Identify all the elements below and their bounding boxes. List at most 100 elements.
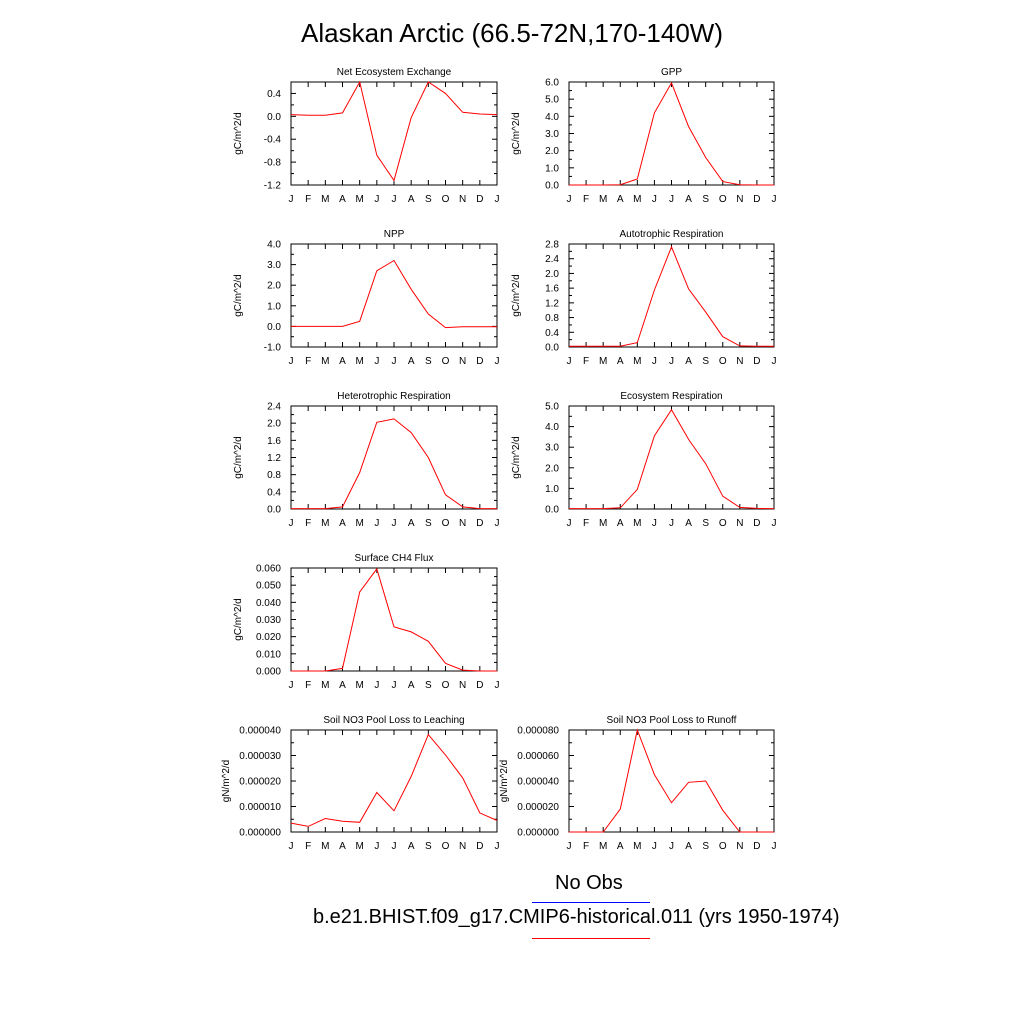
y-tick-label: 3.0 — [545, 129, 559, 140]
legend-obs-label: No Obs — [555, 872, 623, 894]
x-tick-label: M — [633, 518, 641, 529]
y-tick-label: 0.000000 — [517, 828, 559, 839]
y-tick-label: 2.0 — [267, 419, 281, 430]
y-tick-label: 0.060 — [256, 564, 281, 575]
y-tick-label: 1.2 — [545, 298, 559, 309]
y-tick-label: 0.000030 — [239, 751, 281, 762]
y-tick-label: 0.000 — [256, 667, 281, 678]
y-tick-label: -0.8 — [264, 158, 282, 169]
series-line — [291, 418, 497, 510]
x-tick-label: M — [599, 356, 607, 367]
x-tick-label: M — [321, 518, 329, 529]
x-tick-label: M — [599, 518, 607, 529]
x-tick-label: J — [495, 194, 500, 205]
x-tick-label: O — [442, 194, 450, 205]
y-tick-label: 2.0 — [545, 463, 559, 474]
y-tick-label: 0.0 — [545, 181, 559, 192]
x-tick-label: J — [289, 841, 294, 852]
x-tick-label: F — [305, 194, 311, 205]
x-tick-label: M — [355, 518, 363, 529]
x-tick-label: J — [652, 841, 657, 852]
x-tick-label: J — [289, 518, 294, 529]
x-tick-label: N — [459, 841, 466, 852]
x-tick-label: J — [374, 680, 379, 691]
y-tick-label: 1.6 — [545, 284, 559, 295]
y-tick-label: 1.0 — [545, 163, 559, 174]
x-tick-label: J — [495, 680, 500, 691]
y-axis-label: gC/m^2/d — [511, 274, 522, 317]
series-line — [569, 245, 774, 347]
y-tick-label: 0.020 — [256, 632, 281, 643]
x-tick-label: J — [567, 518, 572, 529]
x-tick-label: J — [392, 680, 397, 691]
series-line — [569, 81, 774, 186]
x-tick-label: D — [476, 680, 483, 691]
y-tick-label: 0.0 — [267, 505, 281, 516]
chart-title: Net Ecosystem Exchange — [337, 67, 452, 78]
y-tick-label: 0.4 — [545, 328, 559, 339]
y-tick-label: -1.0 — [264, 343, 282, 354]
x-tick-label: S — [425, 356, 432, 367]
y-tick-label: 4.0 — [267, 240, 281, 251]
x-tick-label: A — [685, 841, 692, 852]
x-tick-label: O — [442, 680, 450, 691]
x-tick-label: F — [583, 194, 589, 205]
x-tick-label: N — [736, 356, 743, 367]
x-tick-label: M — [355, 680, 363, 691]
x-tick-label: A — [408, 841, 415, 852]
series-line — [291, 567, 497, 672]
x-tick-label: J — [567, 194, 572, 205]
x-tick-label: A — [339, 518, 346, 529]
x-tick-label: D — [753, 194, 760, 205]
plot-frame — [290, 81, 498, 186]
x-tick-label: A — [339, 356, 346, 367]
x-tick-label: S — [425, 841, 432, 852]
x-tick-label: J — [289, 680, 294, 691]
y-tick-label: 0.000040 — [239, 726, 281, 737]
x-tick-label: N — [459, 356, 466, 367]
x-tick-label: A — [408, 356, 415, 367]
y-tick-label: 0.0 — [545, 505, 559, 516]
chart-title: Heterotrophic Respiration — [337, 391, 450, 402]
y-tick-label: 4.0 — [545, 422, 559, 433]
x-tick-label: M — [321, 680, 329, 691]
x-tick-label: A — [339, 841, 346, 852]
x-tick-label: J — [392, 194, 397, 205]
x-tick-label: M — [633, 356, 641, 367]
y-tick-label: 6.0 — [545, 78, 559, 89]
legend-obs-line — [532, 902, 650, 903]
y-axis-label: gN/m^2/d — [499, 760, 510, 803]
x-tick-label: S — [702, 194, 709, 205]
x-tick-label: A — [408, 518, 415, 529]
x-tick-label: A — [685, 356, 692, 367]
x-tick-label: J — [495, 841, 500, 852]
plot-frame — [568, 81, 775, 186]
y-tick-label: 1.2 — [267, 453, 281, 464]
y-tick-label: 2.4 — [545, 254, 559, 265]
x-tick-label: J — [772, 356, 777, 367]
x-tick-label: N — [736, 518, 743, 529]
x-tick-label: M — [355, 356, 363, 367]
x-tick-label: J — [374, 356, 379, 367]
x-tick-label: J — [374, 518, 379, 529]
chart-title: NPP — [384, 229, 405, 240]
y-tick-label: 2.0 — [545, 146, 559, 157]
x-tick-label: M — [321, 841, 329, 852]
x-tick-label: J — [669, 194, 674, 205]
y-tick-label: 0.030 — [256, 615, 281, 626]
x-tick-label: S — [702, 518, 709, 529]
x-tick-label: J — [289, 194, 294, 205]
x-tick-label: O — [719, 518, 727, 529]
y-tick-label: 2.8 — [545, 240, 559, 251]
x-tick-label: D — [753, 518, 760, 529]
x-tick-label: O — [442, 356, 450, 367]
x-tick-label: M — [599, 841, 607, 852]
y-axis-label: gC/m^2/d — [511, 436, 522, 479]
x-tick-label: M — [355, 194, 363, 205]
x-tick-label: A — [617, 518, 624, 529]
chart-title: Autotrophic Respiration — [620, 229, 724, 240]
legend-model-label: b.e21.BHIST.f09_g17.CMIP6-historical.011… — [313, 906, 840, 928]
x-tick-label: D — [476, 194, 483, 205]
